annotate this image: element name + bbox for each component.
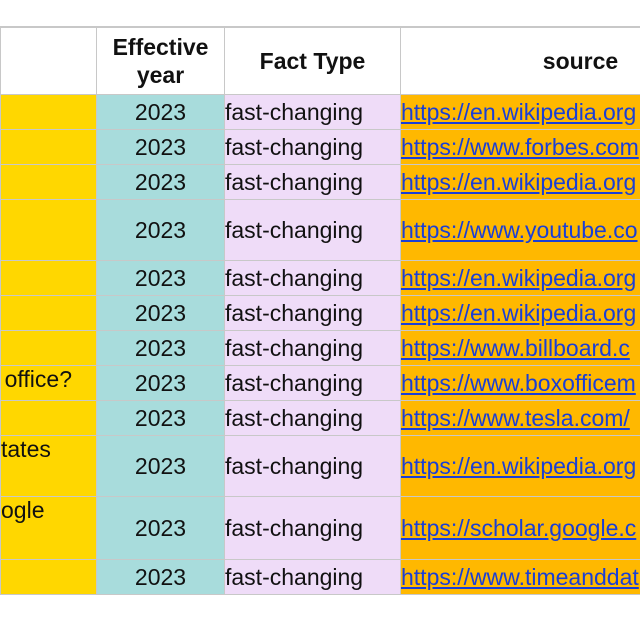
effective-year-cell[interactable]: 2023 xyxy=(96,559,225,595)
effective-year-cell[interactable]: 2023 xyxy=(96,260,225,296)
source-link[interactable]: https://en.wikipedia.org xyxy=(401,264,637,291)
table-row: 2023 fast-changing https://www.forbes.co… xyxy=(0,129,640,165)
question-cell[interactable]: ogle xyxy=(0,496,97,560)
question-text: tates xyxy=(1,436,51,463)
column-header-source[interactable]: source xyxy=(400,27,640,95)
table-row: 2023 fast-changing https://en.wikipedia.… xyxy=(0,164,640,200)
source-cell[interactable]: https://en.wikipedia.org xyxy=(400,94,640,130)
table-row: tates 2023 fast-changing https://en.wiki… xyxy=(0,435,640,497)
source-cell[interactable]: https://www.billboard.c xyxy=(400,330,640,366)
source-link[interactable]: https://www.billboard.c xyxy=(401,334,630,361)
source-link[interactable]: https://scholar.google.c xyxy=(401,514,637,541)
table-row: 2023 fast-changing https://www.tesla.com… xyxy=(0,400,640,436)
table-row: 2023 fast-changing https://en.wikipedia.… xyxy=(0,260,640,296)
table-row: 2023 fast-changing https://www.timeandda… xyxy=(0,559,640,595)
source-cell[interactable]: https://www.forbes.com xyxy=(400,129,640,165)
fact-type-cell[interactable]: fast-changing xyxy=(224,559,401,595)
source-link[interactable]: https://www.boxofficem xyxy=(401,369,636,396)
effective-year-cell[interactable]: 2023 xyxy=(96,295,225,331)
source-cell[interactable]: https://www.youtube.co xyxy=(400,199,640,261)
effective-year-cell[interactable]: 2023 xyxy=(96,496,225,560)
source-cell[interactable]: https://www.boxofficem xyxy=(400,365,640,401)
source-cell[interactable]: https://en.wikipedia.org xyxy=(400,164,640,200)
fact-type-cell[interactable]: fast-changing xyxy=(224,365,401,401)
table-row: 2023 fast-changing https://www.billboard… xyxy=(0,330,640,366)
question-cell[interactable] xyxy=(0,559,97,595)
sheet-top-border xyxy=(0,26,640,27)
fact-type-cell[interactable]: fast-changing xyxy=(224,295,401,331)
source-cell[interactable]: https://en.wikipedia.org xyxy=(400,260,640,296)
source-link[interactable]: https://en.wikipedia.org xyxy=(401,299,637,326)
column-header-fact-type[interactable]: Fact Type xyxy=(224,27,401,95)
fact-type-cell[interactable]: fast-changing xyxy=(224,199,401,261)
effective-year-cell[interactable]: 2023 xyxy=(96,435,225,497)
fact-type-cell[interactable]: fast-changing xyxy=(224,260,401,296)
source-link[interactable]: https://en.wikipedia.org xyxy=(401,98,637,125)
effective-year-cell[interactable]: 2023 xyxy=(96,164,225,200)
source-link[interactable]: https://www.tesla.com/ xyxy=(401,404,630,431)
source-link[interactable]: https://www.youtube.co xyxy=(401,216,638,243)
effective-year-cell[interactable]: 2023 xyxy=(96,330,225,366)
question-text: ogle xyxy=(1,497,45,524)
effective-year-cell[interactable]: 2023 xyxy=(96,365,225,401)
source-cell[interactable]: https://scholar.google.c xyxy=(400,496,640,560)
question-text: office? xyxy=(4,366,72,393)
table-row: 2023 fast-changing https://en.wikipedia.… xyxy=(0,94,640,130)
fact-type-cell[interactable]: fast-changing xyxy=(224,400,401,436)
source-cell[interactable]: https://en.wikipedia.org xyxy=(400,435,640,497)
question-cell[interactable]: office? xyxy=(0,365,97,401)
effective-year-cell[interactable]: 2023 xyxy=(96,400,225,436)
spreadsheet-table: Effective year Fact Type source 2023 fas… xyxy=(0,27,640,595)
source-link[interactable]: https://www.forbes.com xyxy=(401,133,639,160)
source-link[interactable]: https://en.wikipedia.org xyxy=(401,168,637,195)
source-cell[interactable]: https://www.timeanddat xyxy=(400,559,640,595)
source-link[interactable]: https://en.wikipedia.org xyxy=(401,452,637,479)
question-cell[interactable]: tates xyxy=(0,435,97,497)
question-cell[interactable] xyxy=(0,400,97,436)
table-row: 2023 fast-changing https://www.youtube.c… xyxy=(0,199,640,261)
header-row: Effective year Fact Type source xyxy=(0,27,640,95)
fact-type-cell[interactable]: fast-changing xyxy=(224,164,401,200)
column-header-question[interactable] xyxy=(0,27,97,95)
question-cell[interactable] xyxy=(0,260,97,296)
fact-type-cell[interactable]: fast-changing xyxy=(224,330,401,366)
question-cell[interactable] xyxy=(0,129,97,165)
column-header-effective-year[interactable]: Effective year xyxy=(96,27,225,95)
effective-year-cell[interactable]: 2023 xyxy=(96,129,225,165)
table-row: office? 2023 fast-changing https://www.b… xyxy=(0,365,640,401)
table-row: 2023 fast-changing https://en.wikipedia.… xyxy=(0,295,640,331)
question-cell[interactable] xyxy=(0,164,97,200)
question-cell[interactable] xyxy=(0,94,97,130)
fact-type-cell[interactable]: fast-changing xyxy=(224,435,401,497)
effective-year-cell[interactable]: 2023 xyxy=(96,94,225,130)
effective-year-cell[interactable]: 2023 xyxy=(96,199,225,261)
fact-type-cell[interactable]: fast-changing xyxy=(224,496,401,560)
question-cell[interactable] xyxy=(0,295,97,331)
fact-type-cell[interactable]: fast-changing xyxy=(224,129,401,165)
table-row: ogle 2023 fast-changing https://scholar.… xyxy=(0,496,640,560)
source-link[interactable]: https://www.timeanddat xyxy=(401,563,639,590)
source-cell[interactable]: https://www.tesla.com/ xyxy=(400,400,640,436)
question-cell[interactable] xyxy=(0,199,97,261)
question-cell[interactable] xyxy=(0,330,97,366)
fact-type-cell[interactable]: fast-changing xyxy=(224,94,401,130)
source-cell[interactable]: https://en.wikipedia.org xyxy=(400,295,640,331)
